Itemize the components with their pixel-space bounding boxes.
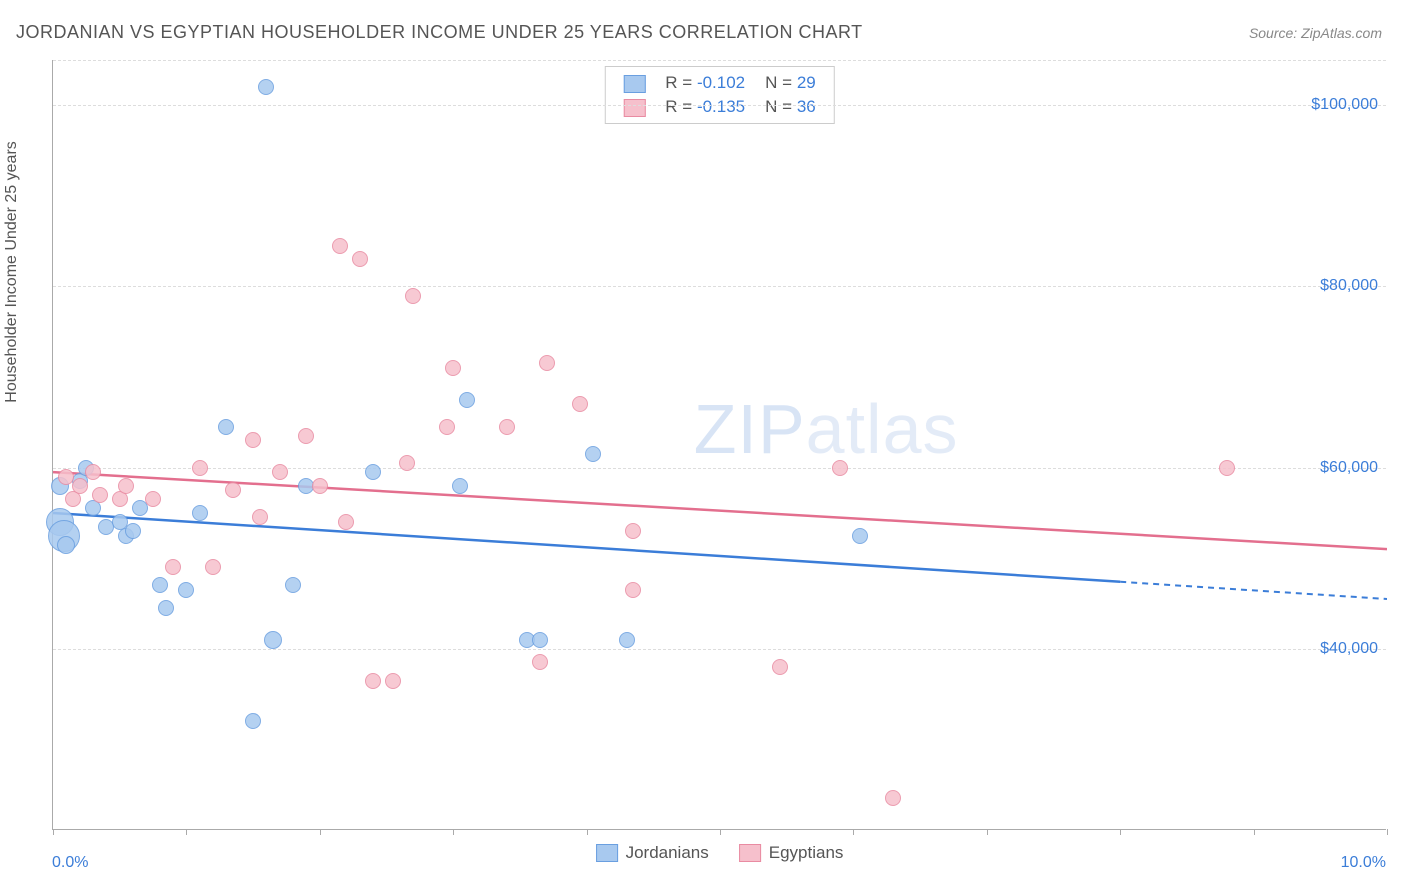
data-point-egyptians: [312, 478, 328, 494]
legend-item-jordanians: Jordanians: [596, 843, 709, 863]
data-point-egyptians: [399, 455, 415, 471]
data-point-jordanians: [619, 632, 635, 648]
data-point-egyptians: [625, 582, 641, 598]
swatch-icon: [739, 844, 761, 862]
data-point-egyptians: [252, 509, 268, 525]
data-point-egyptians: [205, 559, 221, 575]
data-point-egyptians: [352, 251, 368, 267]
x-tick: [987, 829, 988, 835]
legend-correlation: R = -0.102 N = 29 R = -0.135 N = 36: [604, 66, 834, 124]
data-point-jordanians: [452, 478, 468, 494]
data-point-egyptians: [272, 464, 288, 480]
chart-header: JORDANIAN VS EGYPTIAN HOUSEHOLDER INCOME…: [0, 0, 1406, 51]
x-tick-left: 0.0%: [52, 854, 88, 872]
data-point-jordanians: [245, 713, 261, 729]
plot-area: ZIPatlas R = -0.102 N = 29 R = -0.135 N …: [52, 60, 1386, 830]
data-point-egyptians: [85, 464, 101, 480]
data-point-egyptians: [298, 428, 314, 444]
data-point-jordanians: [158, 600, 174, 616]
y-tick-label: $100,000: [1311, 96, 1378, 114]
x-tick: [186, 829, 187, 835]
x-tick: [53, 829, 54, 835]
data-point-egyptians: [625, 523, 641, 539]
x-tick: [720, 829, 721, 835]
y-tick-label: $40,000: [1320, 640, 1378, 658]
data-point-jordanians: [264, 631, 282, 649]
y-tick-label: $80,000: [1320, 277, 1378, 295]
data-point-jordanians: [258, 79, 274, 95]
data-point-egyptians: [385, 673, 401, 689]
data-point-jordanians: [285, 577, 301, 593]
data-point-egyptians: [885, 790, 901, 806]
data-point-jordanians: [152, 577, 168, 593]
data-point-egyptians: [572, 396, 588, 412]
data-point-jordanians: [365, 464, 381, 480]
data-point-jordanians: [192, 505, 208, 521]
x-tick-right: 10.0%: [1341, 854, 1386, 872]
data-point-egyptians: [499, 419, 515, 435]
x-tick: [1120, 829, 1121, 835]
data-point-egyptians: [332, 238, 348, 254]
data-point-egyptians: [245, 432, 261, 448]
data-point-egyptians: [539, 355, 555, 371]
data-point-jordanians: [178, 582, 194, 598]
chart-container: JORDANIAN VS EGYPTIAN HOUSEHOLDER INCOME…: [0, 0, 1406, 892]
x-tick: [587, 829, 588, 835]
data-point-jordanians: [852, 528, 868, 544]
data-point-egyptians: [338, 514, 354, 530]
data-point-jordanians: [585, 446, 601, 462]
x-tick: [320, 829, 321, 835]
data-point-egyptians: [405, 288, 421, 304]
legend-item-egyptians: Egyptians: [739, 843, 844, 863]
swatch-icon: [596, 844, 618, 862]
x-tick: [453, 829, 454, 835]
data-point-egyptians: [772, 659, 788, 675]
grid-line: [53, 105, 1386, 106]
data-point-egyptians: [118, 478, 134, 494]
watermark: ZIPatlas: [694, 389, 959, 469]
data-point-egyptians: [532, 654, 548, 670]
grid-line: [53, 468, 1386, 469]
source-label: Source: ZipAtlas.com: [1249, 25, 1382, 41]
legend-swatch-egyptians: [623, 99, 645, 117]
data-point-egyptians: [92, 487, 108, 503]
grid-line: [53, 649, 1386, 650]
data-point-jordanians: [125, 523, 141, 539]
x-tick: [1254, 829, 1255, 835]
y-axis-label: Householder Income Under 25 years: [3, 141, 21, 402]
legend-series: Jordanians Egyptians: [596, 843, 844, 863]
data-point-jordanians: [532, 632, 548, 648]
grid-line: [53, 60, 1386, 61]
data-point-egyptians: [145, 491, 161, 507]
chart-title: JORDANIAN VS EGYPTIAN HOUSEHOLDER INCOME…: [16, 22, 863, 43]
legend-swatch-jordanians: [623, 75, 645, 93]
data-point-egyptians: [365, 673, 381, 689]
data-point-egyptians: [445, 360, 461, 376]
data-point-egyptians: [1219, 460, 1235, 476]
data-point-egyptians: [832, 460, 848, 476]
data-point-egyptians: [439, 419, 455, 435]
data-point-jordanians: [218, 419, 234, 435]
data-point-egyptians: [72, 478, 88, 494]
x-tick: [853, 829, 854, 835]
y-tick-label: $60,000: [1320, 459, 1378, 477]
grid-line: [53, 286, 1386, 287]
data-point-egyptians: [192, 460, 208, 476]
data-point-egyptians: [165, 559, 181, 575]
data-point-egyptians: [225, 482, 241, 498]
data-point-jordanians: [459, 392, 475, 408]
data-point-jordanians: [57, 536, 75, 554]
x-tick: [1387, 829, 1388, 835]
